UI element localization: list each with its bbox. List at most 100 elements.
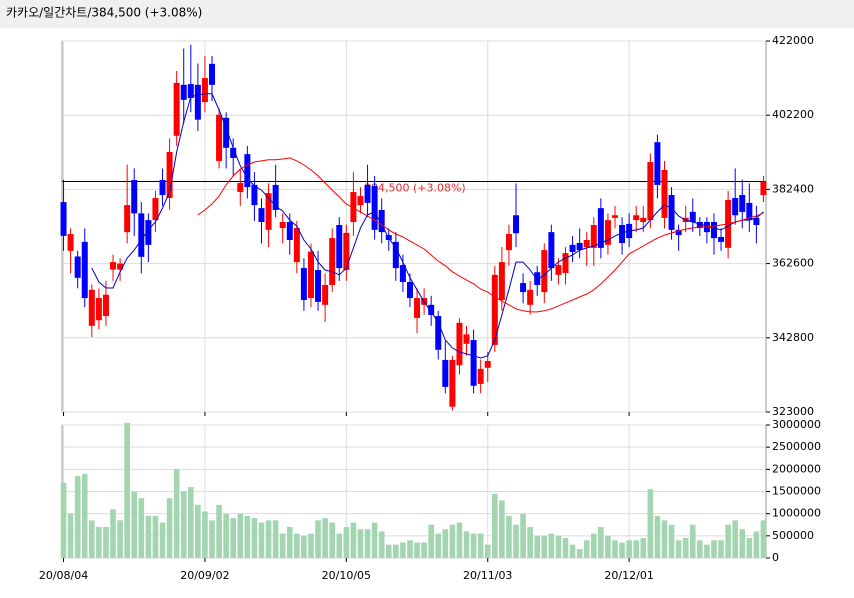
volume-bar	[456, 522, 463, 558]
candle-body	[336, 225, 343, 269]
volume-bar	[385, 544, 392, 558]
volume-bar	[421, 542, 427, 558]
volume-bar	[590, 533, 597, 558]
volume-bar	[682, 538, 689, 558]
volume-bar	[329, 522, 335, 558]
volume-bar	[704, 544, 710, 558]
candle-body	[95, 298, 102, 321]
candle-body	[110, 262, 117, 270]
candle-body	[371, 186, 378, 230]
candle-body	[74, 256, 81, 278]
volume-bar	[414, 542, 420, 558]
volume-bar	[661, 520, 668, 558]
volume-bar	[484, 544, 491, 558]
candle-body	[88, 289, 95, 326]
candle-body	[357, 196, 364, 206]
volume-bar	[251, 518, 258, 558]
candle-body	[307, 251, 314, 299]
volume-bar	[364, 529, 371, 558]
candle-body	[216, 114, 223, 161]
candle-body	[555, 265, 562, 275]
candle-body	[640, 217, 647, 223]
volume-bar	[195, 504, 201, 558]
candle-body	[244, 154, 251, 188]
candle-body	[131, 180, 138, 214]
candle-body	[159, 180, 166, 196]
volume-bar	[435, 533, 442, 558]
volume-bar	[732, 520, 738, 558]
volume-bar	[640, 538, 647, 558]
candle-body	[392, 241, 399, 269]
y-tick-label: 3000000	[772, 418, 821, 431]
candle-body	[124, 205, 131, 233]
volume-bar	[308, 533, 314, 558]
candle-body	[505, 233, 512, 251]
volume-bar	[131, 491, 138, 558]
candle-body	[590, 225, 597, 248]
candle-body	[661, 169, 668, 218]
candle-body	[399, 265, 406, 282]
candle-body	[689, 211, 696, 223]
volume-bar	[654, 515, 661, 558]
candle-body	[286, 222, 293, 240]
y-tick-label: 0	[772, 551, 779, 564]
candle-body	[710, 222, 717, 239]
candle-body	[463, 334, 470, 344]
candle-body	[583, 239, 590, 248]
candle-body	[102, 294, 109, 317]
y-tick-label: 422000	[772, 34, 814, 47]
candle-body	[329, 238, 336, 285]
volume-bar	[569, 544, 576, 558]
volume-bar	[159, 522, 166, 558]
candle-body	[732, 198, 739, 216]
volume-bar	[506, 515, 512, 558]
volume-bar	[244, 515, 251, 558]
volume-bar	[279, 533, 286, 558]
candle-body	[180, 84, 187, 100]
moving-average-line	[197, 157, 764, 313]
volume-bar	[67, 513, 74, 558]
candle-body	[611, 215, 618, 218]
candle-body	[194, 84, 201, 120]
volume-bar	[520, 513, 526, 558]
volume-bar	[124, 422, 130, 558]
volume-bar	[463, 531, 470, 558]
volume-bar	[202, 511, 208, 558]
candle-body	[230, 147, 237, 158]
candle-body	[60, 202, 67, 236]
volume-bar	[152, 515, 159, 558]
volume-bar	[605, 535, 611, 558]
volume-bar	[746, 538, 753, 558]
candle-body	[569, 244, 576, 252]
candle-body	[343, 232, 350, 270]
volume-bar	[117, 520, 123, 558]
candle-body	[520, 283, 527, 293]
volume-bar	[81, 473, 88, 558]
candle-body	[67, 233, 74, 251]
volume-bar	[598, 526, 604, 558]
y-tick-label: 323000	[772, 405, 814, 418]
volume-bar	[449, 524, 456, 558]
volume-bar	[562, 538, 569, 558]
candle-body	[527, 289, 534, 305]
moving-average-line	[91, 93, 764, 359]
candle-body	[166, 151, 173, 199]
volume-bar	[173, 469, 180, 558]
volume-bar	[322, 518, 328, 558]
y-tick-label: 500000	[772, 529, 814, 542]
candle-body	[668, 195, 675, 230]
volume-bar	[626, 540, 632, 558]
volume-bar	[633, 540, 640, 558]
volume-bar	[230, 518, 237, 558]
volume-bar	[576, 549, 583, 558]
volume-bar	[428, 524, 434, 558]
volume-bar	[739, 529, 746, 558]
volume-bar	[548, 533, 555, 558]
candle-body	[718, 236, 725, 242]
candle-body	[152, 198, 159, 221]
candle-body	[647, 162, 654, 221]
volume-bar	[336, 533, 343, 558]
candle-body	[739, 195, 746, 212]
volume-bar	[180, 491, 187, 558]
